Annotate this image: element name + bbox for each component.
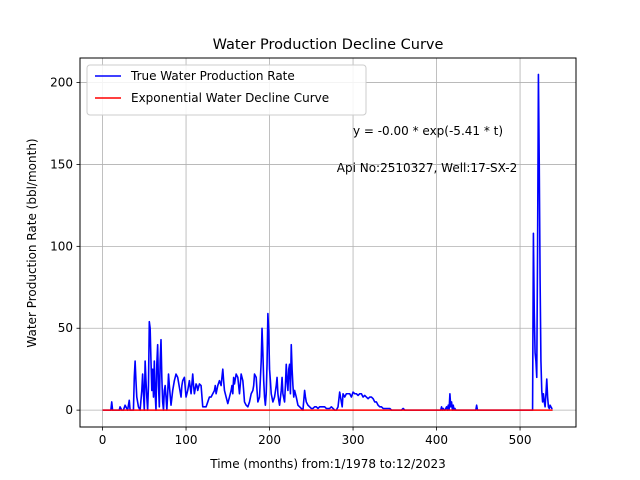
y-tick-label: 200 — [50, 76, 73, 90]
y-tick-label: 150 — [50, 157, 73, 171]
plot-lines — [102, 73, 553, 411]
legend-label-true-water: True Water Production Rate — [130, 69, 295, 83]
legend-box — [86, 64, 367, 116]
x-tick-label: 400 — [425, 433, 448, 447]
well-annotation: Api No:2510327, Well:17-SX-2 — [337, 161, 517, 175]
y-tick-label: 0 — [65, 403, 73, 417]
axis-ticks: 0 100 200 300 400 500 0 50 100 150 200 — [50, 76, 531, 447]
x-tick-label: 100 — [175, 433, 198, 447]
y-tick-label: 100 — [50, 239, 73, 253]
plot-frame — [79, 57, 577, 428]
chart-title: Water Production Decline Curve — [213, 37, 444, 53]
x-axis-label: Time (months) from:1/1978 to:12/2023 — [209, 457, 446, 471]
x-tick-label: 200 — [258, 433, 281, 447]
legend-label-exponential: Exponential Water Decline Curve — [131, 91, 329, 105]
equation-annotation: y = -0.00 * exp(-5.41 * t) — [353, 124, 503, 138]
y-tick-label: 50 — [58, 321, 73, 335]
true-water-production-line — [102, 73, 553, 411]
x-tick-label: 300 — [342, 433, 365, 447]
x-tick-label: 0 — [99, 433, 107, 447]
legend: True Water Production Rate Exponential W… — [86, 64, 367, 116]
y-axis-label: Water Production Rate (bbl/month) — [25, 138, 39, 347]
x-tick-label: 500 — [509, 433, 532, 447]
